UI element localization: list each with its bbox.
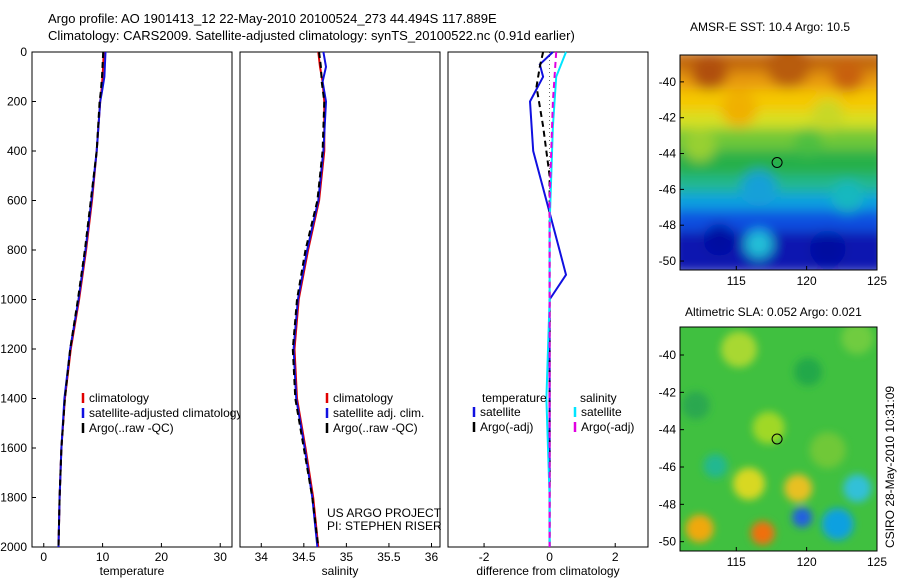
pi-annotation: PI: STEPHEN RISER xyxy=(327,519,442,533)
figure-title-line2: Climatology: CARS2009. Satellite-adjuste… xyxy=(48,28,575,43)
y-tick-label: 1000 xyxy=(0,293,27,307)
map-panel-amsr-e-sst: -40 -42 -44 -46 -48 -50 115 120 125 xyxy=(659,54,887,288)
legend-label: climatology xyxy=(333,391,393,405)
profile-panel-temperature-profile: 0 200 400 600 800 1000 1200 1400 1600 1800 2000 0 10… xyxy=(0,45,242,578)
map-panel-altimetric-sla: -40 -42 -44 -46 -48 -50 115 120 125 xyxy=(659,326,887,569)
argo-location-marker xyxy=(771,157,783,168)
series-line-satellite-adjusted-climatology xyxy=(57,51,107,548)
profile-panel-salinity-profile: 34 34.5 35 35.5 36 salinity climatologysatelli… xyxy=(239,51,442,578)
y-tick-label: 200 xyxy=(7,95,27,109)
map-image xyxy=(680,327,877,551)
legend-label: climatology xyxy=(89,391,149,405)
x-tick-label: 115 xyxy=(727,274,746,288)
project-annotation: US ARGO PROJECT xyxy=(327,506,442,520)
x-tick-label: 120 xyxy=(797,555,817,569)
y-tick-label: 800 xyxy=(7,243,27,257)
map-image xyxy=(680,55,877,270)
y-tick-label: -50 xyxy=(659,254,677,268)
y-tick-label: 0 xyxy=(20,45,27,59)
x-tick-label: 35 xyxy=(340,550,354,564)
y-tick-label: 2000 xyxy=(0,540,27,554)
legend-label: Argo(..raw -QC) xyxy=(333,421,418,435)
y-tick-label: 600 xyxy=(7,194,27,208)
y-tick-label: -40 xyxy=(659,348,677,362)
x-tick-label: 115 xyxy=(727,555,746,569)
figure-title-line1: Argo profile: AO 1901413_12 22-May-2010 … xyxy=(48,11,497,26)
x-tick-label: 0 xyxy=(546,550,553,564)
legend-title-temperature: temperature xyxy=(482,391,547,405)
x-tick-label: 125 xyxy=(867,555,887,569)
y-tick-label: 1400 xyxy=(0,392,27,406)
y-tick-label: -48 xyxy=(659,218,677,232)
x-tick-label: 125 xyxy=(867,274,887,288)
x-tick-label: 30 xyxy=(214,550,228,564)
y-tick-label: -44 xyxy=(659,147,677,161)
x-tick-label: 120 xyxy=(797,274,817,288)
x-tick-label: -2 xyxy=(479,550,490,564)
x-tick-label: 34 xyxy=(255,550,269,564)
x-tick-label: 34.5 xyxy=(292,550,316,564)
y-tick-label: 1200 xyxy=(0,342,27,356)
map-frame xyxy=(679,54,878,271)
plot-frame xyxy=(239,51,441,548)
legend-label: satellite adj. clim. xyxy=(333,406,424,420)
map-frame xyxy=(679,326,878,552)
x-axis-label: difference from climatology xyxy=(476,564,619,578)
legend-label: Argo(-adj) xyxy=(480,420,533,434)
x-tick-label: 2 xyxy=(612,550,619,564)
legend-label: Argo(..raw -QC) xyxy=(89,421,174,435)
x-tick-label: 10 xyxy=(96,550,110,564)
legend-label: satellite xyxy=(581,405,622,419)
x-axis-label: temperature xyxy=(100,564,165,578)
x-tick-label: 36 xyxy=(425,550,439,564)
x-tick-label: 35.5 xyxy=(377,550,401,564)
x-tick-label: 0 xyxy=(40,550,47,564)
x-tick-label: 20 xyxy=(155,550,169,564)
y-tick-label: -46 xyxy=(659,460,677,474)
y-tick-label: -48 xyxy=(659,497,677,511)
sst-map-title: AMSR-E SST: 10.4 Argo: 10.5 xyxy=(690,20,851,34)
legend-label: Argo(-adj) xyxy=(581,420,634,434)
argo-location-marker xyxy=(771,433,783,445)
legend-label: satellite-adjusted climatology xyxy=(89,406,242,420)
series-line-argo-raw-qc- xyxy=(291,51,326,548)
sla-map-title: Altimetric SLA: 0.052 Argo: 0.021 xyxy=(685,305,862,319)
series-line-satellite-adj-clim- xyxy=(292,51,328,548)
y-tick-label: -50 xyxy=(659,535,677,549)
y-tick-label: -44 xyxy=(659,423,677,437)
series-line-salinity-argo-adj- xyxy=(548,51,558,547)
legend-title-salinity: salinity xyxy=(580,391,617,405)
y-tick-label: -42 xyxy=(659,385,677,399)
legend-label: satellite xyxy=(480,405,521,419)
y-tick-label: -42 xyxy=(659,111,677,125)
plot-frame xyxy=(31,51,233,548)
x-axis-label: salinity xyxy=(322,564,359,578)
y-tick-label: 1600 xyxy=(0,441,27,455)
series-line-temperature-satellite xyxy=(528,51,568,547)
y-tick-label: 400 xyxy=(7,144,27,158)
y-tick-label: -40 xyxy=(659,75,677,89)
y-tick-label: 1800 xyxy=(0,491,27,505)
y-tick-label: -46 xyxy=(659,182,677,196)
